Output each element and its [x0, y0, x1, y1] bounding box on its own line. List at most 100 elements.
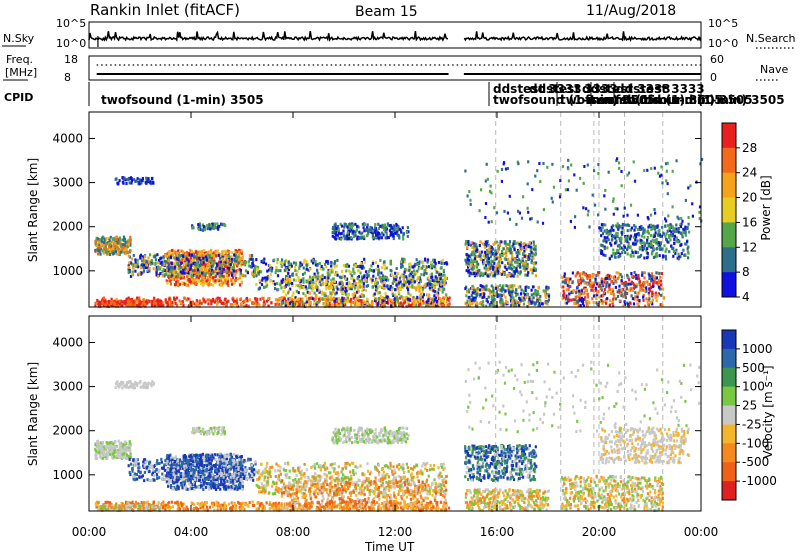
scatter-cell	[500, 272, 503, 276]
scatter-cell	[513, 284, 516, 288]
scatter-cell	[136, 258, 139, 262]
scatter-cell	[603, 280, 606, 284]
scatter-cell	[643, 288, 646, 292]
scatter-cell	[207, 302, 210, 306]
scatter-cell	[129, 241, 132, 245]
scatter-cell	[645, 286, 648, 290]
scatter-cell	[367, 228, 370, 232]
scatter-cell	[241, 258, 244, 262]
scatter-cell	[252, 264, 255, 268]
scatter-cell	[678, 255, 681, 259]
nave-tick-top: 60	[710, 53, 724, 66]
scatter-cell	[345, 282, 348, 286]
scatter-cell	[227, 266, 230, 270]
scatter-cell	[370, 264, 373, 268]
scatter-cell	[410, 272, 413, 276]
scatter-cell	[611, 287, 614, 291]
scatter-cell	[186, 266, 189, 270]
scatter-cell	[408, 268, 411, 272]
scatter-cell	[290, 303, 293, 307]
scatter-cell	[373, 292, 376, 296]
scatter-cell	[114, 302, 117, 306]
scatter-cell	[116, 301, 119, 305]
scatter-cell	[446, 303, 449, 307]
scatter-cell	[501, 254, 504, 257]
scatter-cell	[287, 303, 290, 307]
scatter-cell	[218, 299, 221, 303]
scatter-cell	[620, 281, 623, 285]
scatter-cell	[212, 276, 215, 280]
scatter-cell	[208, 267, 211, 271]
scatter-cell	[481, 284, 484, 288]
scatter-cell	[255, 258, 258, 262]
scatter-cell	[362, 266, 366, 270]
scatter-cell	[653, 247, 656, 251]
nsky-panel: N.Sky 10^5 10^0 10^5 10^0 N.Search	[2, 17, 796, 50]
scatter-cell	[377, 303, 381, 307]
scatter-cell	[351, 293, 354, 296]
scatter-cell	[362, 299, 365, 303]
scatter-cell	[352, 284, 355, 288]
scatter-cell	[230, 304, 233, 308]
scatter-cell	[138, 272, 141, 276]
scatter-cell	[362, 304, 365, 308]
scatter-cell	[155, 301, 158, 305]
scatter-cell	[183, 257, 186, 261]
scatter-cell	[258, 279, 261, 283]
scatter-cell	[419, 292, 423, 296]
scatter-cell	[471, 250, 474, 254]
scatter-cell	[473, 291, 476, 295]
scatter-cell	[509, 248, 512, 251]
scatter-cell	[410, 303, 413, 307]
scatter-cell	[320, 297, 323, 301]
scatter-cell	[201, 223, 204, 227]
scatter-cell	[357, 225, 360, 229]
scatter-cell	[191, 269, 195, 273]
scatter-cell	[315, 302, 318, 306]
scatter-cell	[379, 278, 382, 282]
scatter-cell	[364, 278, 367, 282]
scatter-cell	[488, 248, 491, 251]
scatter-cell	[646, 280, 649, 284]
scatter-cell	[509, 292, 512, 296]
scatter-cell	[479, 284, 482, 288]
scatter-cell	[113, 244, 116, 248]
scatter-cell	[429, 288, 432, 292]
scatter-cell	[362, 275, 366, 279]
scatter-cell	[177, 251, 180, 255]
scatter-cell	[612, 228, 615, 232]
scatter-cell	[115, 302, 118, 306]
scatter-cell	[538, 302, 541, 306]
scatter-cell	[284, 299, 288, 303]
scatter-cell	[370, 278, 373, 282]
scatter-cell	[643, 271, 646, 275]
scatter-cell	[134, 269, 137, 273]
scatter-cell	[625, 283, 628, 287]
scatter-cell	[490, 250, 493, 254]
scatter-cell	[166, 301, 169, 305]
scatter-cell	[391, 232, 394, 236]
scatter-cell	[403, 275, 406, 279]
scatter-cell	[544, 293, 547, 297]
scatter-cell	[176, 253, 179, 257]
scatter-cell	[618, 243, 621, 247]
scatter-cell	[363, 301, 366, 305]
scatter-cell	[331, 231, 334, 235]
scatter-cell	[399, 296, 402, 300]
scatter-cell	[280, 301, 284, 305]
scatter-cell	[651, 298, 654, 302]
scatter-cell	[526, 245, 529, 248]
scatter-cell	[470, 267, 473, 271]
scatter-cell	[145, 176, 148, 180]
scatter-cell	[254, 265, 257, 268]
scatter-cell	[575, 291, 578, 295]
scatter-cell	[295, 283, 298, 287]
scatter-cell	[358, 230, 361, 234]
scatter-cell	[96, 239, 100, 243]
scatter-cell	[608, 299, 612, 303]
scatter-cell	[362, 235, 365, 239]
scatter-cell	[234, 276, 238, 280]
scatter-cell	[401, 284, 404, 288]
scatter-cell	[348, 269, 351, 273]
scatter-cell	[164, 272, 167, 276]
